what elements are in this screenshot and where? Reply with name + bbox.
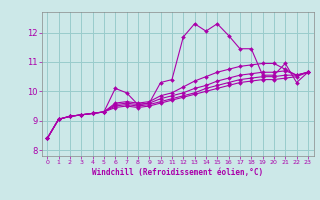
X-axis label: Windchill (Refroidissement éolien,°C): Windchill (Refroidissement éolien,°C) [92,168,263,177]
